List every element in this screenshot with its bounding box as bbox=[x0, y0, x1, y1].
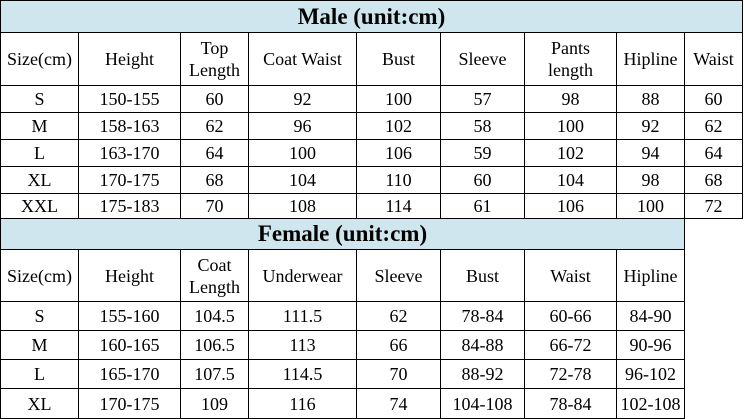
data-cell: 114 bbox=[356, 193, 441, 219]
header-cell: Size(cm) bbox=[0, 32, 79, 86]
data-cell: XL bbox=[0, 166, 79, 194]
data-cell: 155-160 bbox=[78, 301, 181, 331]
data-cell: 100 bbox=[524, 112, 617, 140]
header-cell: Pants length bbox=[524, 32, 617, 86]
data-cell: S bbox=[0, 85, 79, 113]
data-cell: 92 bbox=[616, 112, 685, 140]
data-cell: 92 bbox=[248, 85, 357, 113]
data-cell: 108 bbox=[248, 193, 357, 219]
data-cell: 84-90 bbox=[616, 301, 685, 331]
header-cell: Underwear bbox=[248, 249, 357, 302]
data-cell: 100 bbox=[248, 139, 357, 167]
data-cell: 104-108 bbox=[440, 388, 525, 419]
data-cell: 90-96 bbox=[616, 330, 685, 360]
data-cell: 100 bbox=[616, 193, 685, 219]
data-cell: 107.5 bbox=[180, 359, 249, 389]
data-cell: M bbox=[0, 112, 79, 140]
header-cell: Bust bbox=[440, 249, 525, 302]
data-cell: 104.5 bbox=[180, 301, 249, 331]
data-cell: M bbox=[0, 330, 79, 360]
data-cell: 160-165 bbox=[78, 330, 181, 360]
data-cell: 170-175 bbox=[78, 166, 181, 194]
data-cell: 96 bbox=[248, 112, 357, 140]
data-cell: 72 bbox=[684, 193, 743, 219]
data-cell: 88-92 bbox=[440, 359, 525, 389]
data-cell: 102 bbox=[524, 139, 617, 167]
data-cell: 60-66 bbox=[524, 301, 617, 331]
data-cell: 66-72 bbox=[524, 330, 617, 360]
data-cell: 72-78 bbox=[524, 359, 617, 389]
data-cell: 158-163 bbox=[78, 112, 181, 140]
header-cell: Sleeve bbox=[440, 32, 525, 86]
table-title: Male (unit:cm) bbox=[0, 0, 743, 33]
data-cell: 102-108 bbox=[616, 388, 685, 419]
data-cell: 58 bbox=[440, 112, 525, 140]
data-cell: L bbox=[0, 139, 79, 167]
data-cell: 163-170 bbox=[78, 139, 181, 167]
data-cell: 104 bbox=[524, 166, 617, 194]
data-cell: 96-102 bbox=[616, 359, 685, 389]
data-cell: 114.5 bbox=[248, 359, 357, 389]
data-cell: S bbox=[0, 301, 79, 331]
data-cell: 106.5 bbox=[180, 330, 249, 360]
data-cell: 165-170 bbox=[78, 359, 181, 389]
data-cell: 150-155 bbox=[78, 85, 181, 113]
data-cell: 68 bbox=[684, 166, 743, 194]
header-cell: Size(cm) bbox=[0, 249, 79, 302]
data-cell: 78-84 bbox=[440, 301, 525, 331]
data-cell: 78-84 bbox=[524, 388, 617, 419]
header-cell: Waist bbox=[684, 32, 743, 86]
header-cell: Hipline bbox=[616, 249, 685, 302]
data-cell: 116 bbox=[248, 388, 357, 419]
header-cell: Coat Waist bbox=[248, 32, 357, 86]
data-cell: 70 bbox=[356, 359, 441, 389]
data-cell: 98 bbox=[616, 166, 685, 194]
data-cell: 100 bbox=[356, 85, 441, 113]
data-cell: 170-175 bbox=[78, 388, 181, 419]
data-cell: 62 bbox=[684, 112, 743, 140]
data-cell: 70 bbox=[180, 193, 249, 219]
data-cell: 104 bbox=[248, 166, 357, 194]
data-cell: L bbox=[0, 359, 79, 389]
header-cell: Waist bbox=[524, 249, 617, 302]
data-cell: 111.5 bbox=[248, 301, 357, 331]
data-cell: 109 bbox=[180, 388, 249, 419]
header-cell: Bust bbox=[356, 32, 441, 86]
data-cell: 84-88 bbox=[440, 330, 525, 360]
header-cell: Top Length bbox=[180, 32, 249, 86]
data-cell: XXL bbox=[0, 193, 79, 219]
data-cell: 88 bbox=[616, 85, 685, 113]
header-cell: Height bbox=[78, 249, 181, 302]
data-cell: XL bbox=[0, 388, 79, 419]
header-cell: Coat Length bbox=[180, 249, 249, 302]
data-cell: 64 bbox=[684, 139, 743, 167]
data-cell: 106 bbox=[524, 193, 617, 219]
table-title: Female (unit:cm) bbox=[0, 218, 685, 250]
data-cell: 94 bbox=[616, 139, 685, 167]
data-cell: 110 bbox=[356, 166, 441, 194]
data-cell: 113 bbox=[248, 330, 357, 360]
data-cell: 175-183 bbox=[78, 193, 181, 219]
data-cell: 60 bbox=[440, 166, 525, 194]
data-cell: 64 bbox=[180, 139, 249, 167]
header-cell: Hipline bbox=[616, 32, 685, 86]
data-cell: 60 bbox=[180, 85, 249, 113]
data-cell: 59 bbox=[440, 139, 525, 167]
data-cell: 61 bbox=[440, 193, 525, 219]
data-cell: 106 bbox=[356, 139, 441, 167]
data-cell: 66 bbox=[356, 330, 441, 360]
data-cell: 98 bbox=[524, 85, 617, 113]
data-cell: 68 bbox=[180, 166, 249, 194]
data-cell: 57 bbox=[440, 85, 525, 113]
data-cell: 62 bbox=[180, 112, 249, 140]
data-cell: 60 bbox=[684, 85, 743, 113]
data-cell: 74 bbox=[356, 388, 441, 419]
data-cell: 102 bbox=[356, 112, 441, 140]
header-cell: Sleeve bbox=[356, 249, 441, 302]
header-cell: Height bbox=[78, 32, 181, 86]
data-cell: 62 bbox=[356, 301, 441, 331]
